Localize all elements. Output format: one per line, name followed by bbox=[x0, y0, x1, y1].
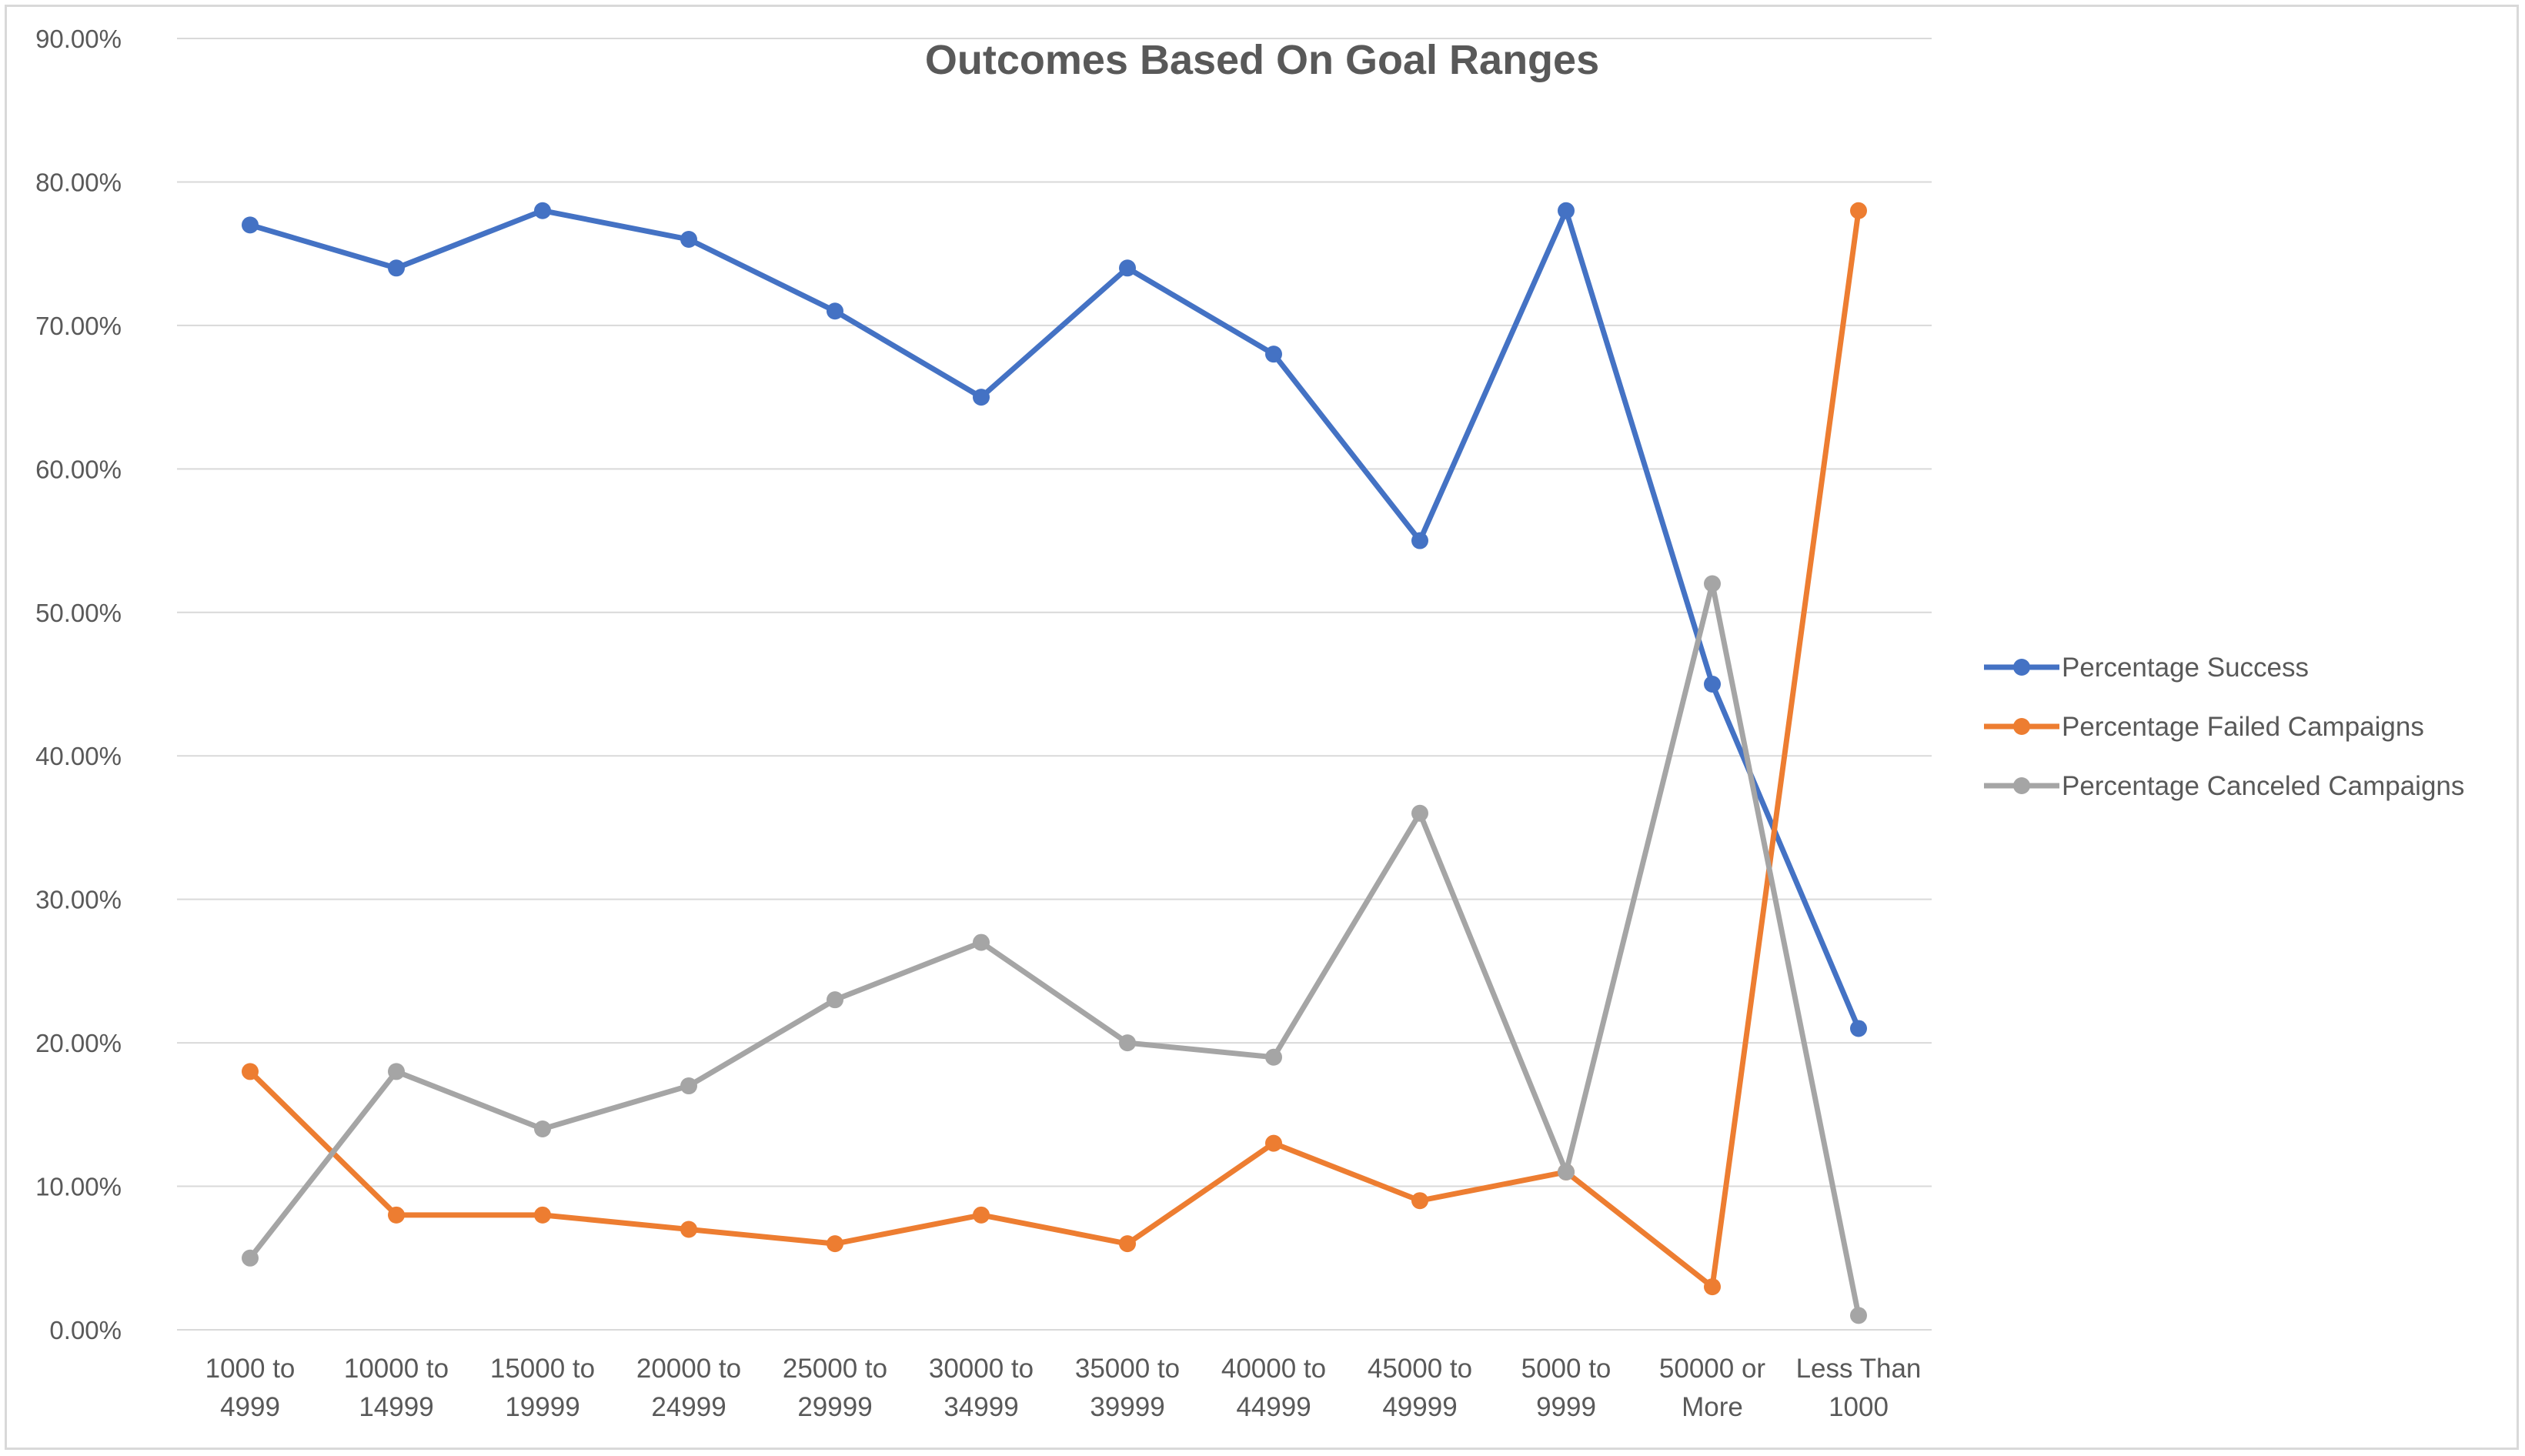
data-point bbox=[973, 933, 990, 951]
legend-marker-icon bbox=[2013, 777, 2030, 794]
series-line bbox=[247, 208, 1862, 1031]
data-point bbox=[1265, 1134, 1282, 1152]
x-tick-label: 35000 to 39999 bbox=[1075, 1354, 1180, 1422]
y-tick-label: 90.00% bbox=[35, 25, 122, 53]
legend-item: Percentage Failed Campaigns bbox=[1984, 712, 2424, 742]
x-tick-label: 25000 to 29999 bbox=[783, 1354, 887, 1422]
y-tick-label: 30.00% bbox=[35, 886, 122, 914]
gridlines bbox=[177, 38, 1932, 1331]
data-point bbox=[680, 1221, 697, 1238]
data-point bbox=[827, 991, 843, 1009]
x-tick-label: 30000 to 34999 bbox=[929, 1354, 1034, 1422]
data-point bbox=[1850, 1307, 1867, 1324]
data-point bbox=[1411, 804, 1428, 822]
data-point bbox=[388, 259, 405, 277]
series-lines bbox=[242, 202, 1867, 1324]
y-tick-label: 10.00% bbox=[35, 1173, 122, 1201]
data-point bbox=[1411, 1192, 1428, 1210]
data-point bbox=[1704, 575, 1721, 593]
data-point bbox=[388, 1206, 405, 1224]
data-point bbox=[1265, 346, 1282, 363]
data-point bbox=[242, 1063, 259, 1080]
legend-marker-icon bbox=[2013, 718, 2030, 735]
series-line bbox=[247, 208, 1862, 1290]
y-tick-label: 50.00% bbox=[35, 599, 122, 627]
data-point bbox=[242, 216, 259, 234]
y-tick-label: 40.00% bbox=[35, 742, 122, 770]
y-tick-label: 70.00% bbox=[35, 312, 122, 340]
data-point bbox=[534, 1120, 551, 1137]
data-point bbox=[1119, 259, 1136, 277]
series-3 bbox=[242, 575, 1867, 1324]
legend-item: Percentage Success bbox=[1984, 653, 2309, 683]
y-axis-tick-labels: 0.00% 10.00% 20.00% 30.00% 40.00% 50.00% 60.00… bbox=[35, 25, 122, 1344]
legend-label: Percentage Success bbox=[2062, 653, 2309, 683]
data-point bbox=[680, 231, 697, 249]
data-point bbox=[1704, 676, 1721, 693]
data-point bbox=[973, 389, 990, 406]
data-point bbox=[1850, 1020, 1867, 1037]
y-tick-label: 20.00% bbox=[35, 1029, 122, 1057]
chart-area bbox=[5, 5, 2519, 1450]
x-axis-category-labels: 1000 to 4999 10000 to 14999 15000 to 19999 200… bbox=[205, 1354, 1922, 1422]
data-point bbox=[1558, 1163, 1575, 1180]
x-tick-label: 1000 to 4999 bbox=[205, 1354, 296, 1422]
x-tick-label: 5000 to 9999 bbox=[1521, 1354, 1612, 1422]
chart-title: Outcomes Based On Goal Ranges bbox=[925, 37, 1599, 83]
y-tick-label: 60.00% bbox=[35, 455, 122, 483]
data-point bbox=[1704, 1278, 1721, 1296]
x-tick-label: 15000 to 19999 bbox=[490, 1354, 595, 1422]
data-point bbox=[1411, 532, 1428, 549]
y-tick-label: 80.00% bbox=[35, 168, 122, 196]
legend-marker-icon bbox=[2013, 659, 2030, 676]
x-tick-label: 20000 to 24999 bbox=[636, 1354, 741, 1422]
legend-item: Percentage Canceled Campaigns bbox=[1984, 771, 2464, 801]
data-point bbox=[534, 202, 551, 219]
data-point bbox=[827, 1235, 843, 1253]
x-tick-label: 10000 to 14999 bbox=[344, 1354, 449, 1422]
data-point bbox=[680, 1077, 697, 1095]
legend-label: Percentage Canceled Campaigns bbox=[2062, 771, 2464, 801]
x-tick-label: 40000 to 44999 bbox=[1221, 1354, 1326, 1422]
data-point bbox=[1119, 1034, 1136, 1052]
data-point bbox=[973, 1206, 990, 1224]
legend-label: Percentage Failed Campaigns bbox=[2062, 712, 2424, 742]
data-point bbox=[827, 302, 843, 320]
x-tick-label: 45000 to 49999 bbox=[1368, 1354, 1472, 1422]
y-tick-label: 0.00% bbox=[49, 1316, 122, 1344]
series-2 bbox=[242, 202, 1867, 1296]
series-1 bbox=[242, 202, 1867, 1037]
data-point bbox=[1558, 202, 1575, 219]
series-line bbox=[247, 580, 1862, 1318]
x-tick-label: 50000 or More bbox=[1659, 1354, 1766, 1422]
data-point bbox=[1850, 202, 1867, 219]
data-point bbox=[534, 1206, 551, 1224]
data-point bbox=[388, 1063, 405, 1080]
data-point bbox=[1265, 1048, 1282, 1066]
legend: Percentage Success Percentage Failed Camp… bbox=[1984, 653, 2464, 801]
x-tick-label: Less Than 1000 bbox=[1796, 1354, 1922, 1422]
data-point bbox=[1119, 1235, 1136, 1253]
data-point bbox=[242, 1249, 259, 1267]
